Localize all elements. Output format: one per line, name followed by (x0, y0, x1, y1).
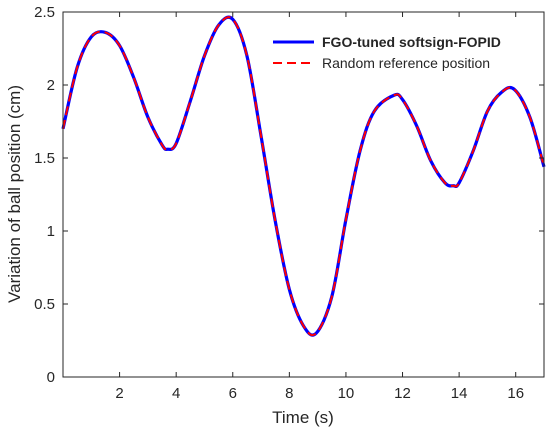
y-tick-label: 2 (47, 77, 55, 94)
y-tick-label: 1.5 (34, 150, 55, 167)
x-tick-label: 2 (115, 385, 123, 402)
legend-label-reference: Random reference position (322, 55, 490, 71)
x-tick-label: 6 (229, 385, 237, 402)
y-tick-label: 0 (47, 369, 55, 386)
x-axis-ticks: 2 4 6 8 10 12 14 16 (115, 12, 524, 402)
plot-area (63, 12, 544, 377)
x-tick-label: 8 (285, 385, 293, 402)
x-tick-label: 10 (338, 385, 355, 402)
legend: FGO-tuned softsign-FOPID Random referenc… (273, 34, 501, 71)
series-line-reference (62, 16, 545, 337)
y-tick-label: 2.5 (34, 4, 55, 21)
y-axis-ticks: 0 0.5 1 1.5 2 2.5 (34, 4, 544, 386)
x-tick-label: 14 (451, 385, 468, 402)
x-tick-label: 16 (507, 385, 524, 402)
x-tick-label: 12 (394, 385, 411, 402)
y-axis-label: Variation of ball position (cm) (5, 85, 24, 303)
legend-label-fgo: FGO-tuned softsign-FOPID (322, 34, 501, 50)
x-axis-label: Time (s) (272, 408, 334, 427)
series-layer (61, 15, 546, 337)
x-tick-label: 4 (172, 385, 180, 402)
y-tick-label: 0.5 (34, 296, 55, 313)
y-tick-label: 1 (47, 223, 55, 240)
axes-frame (62, 11, 545, 378)
